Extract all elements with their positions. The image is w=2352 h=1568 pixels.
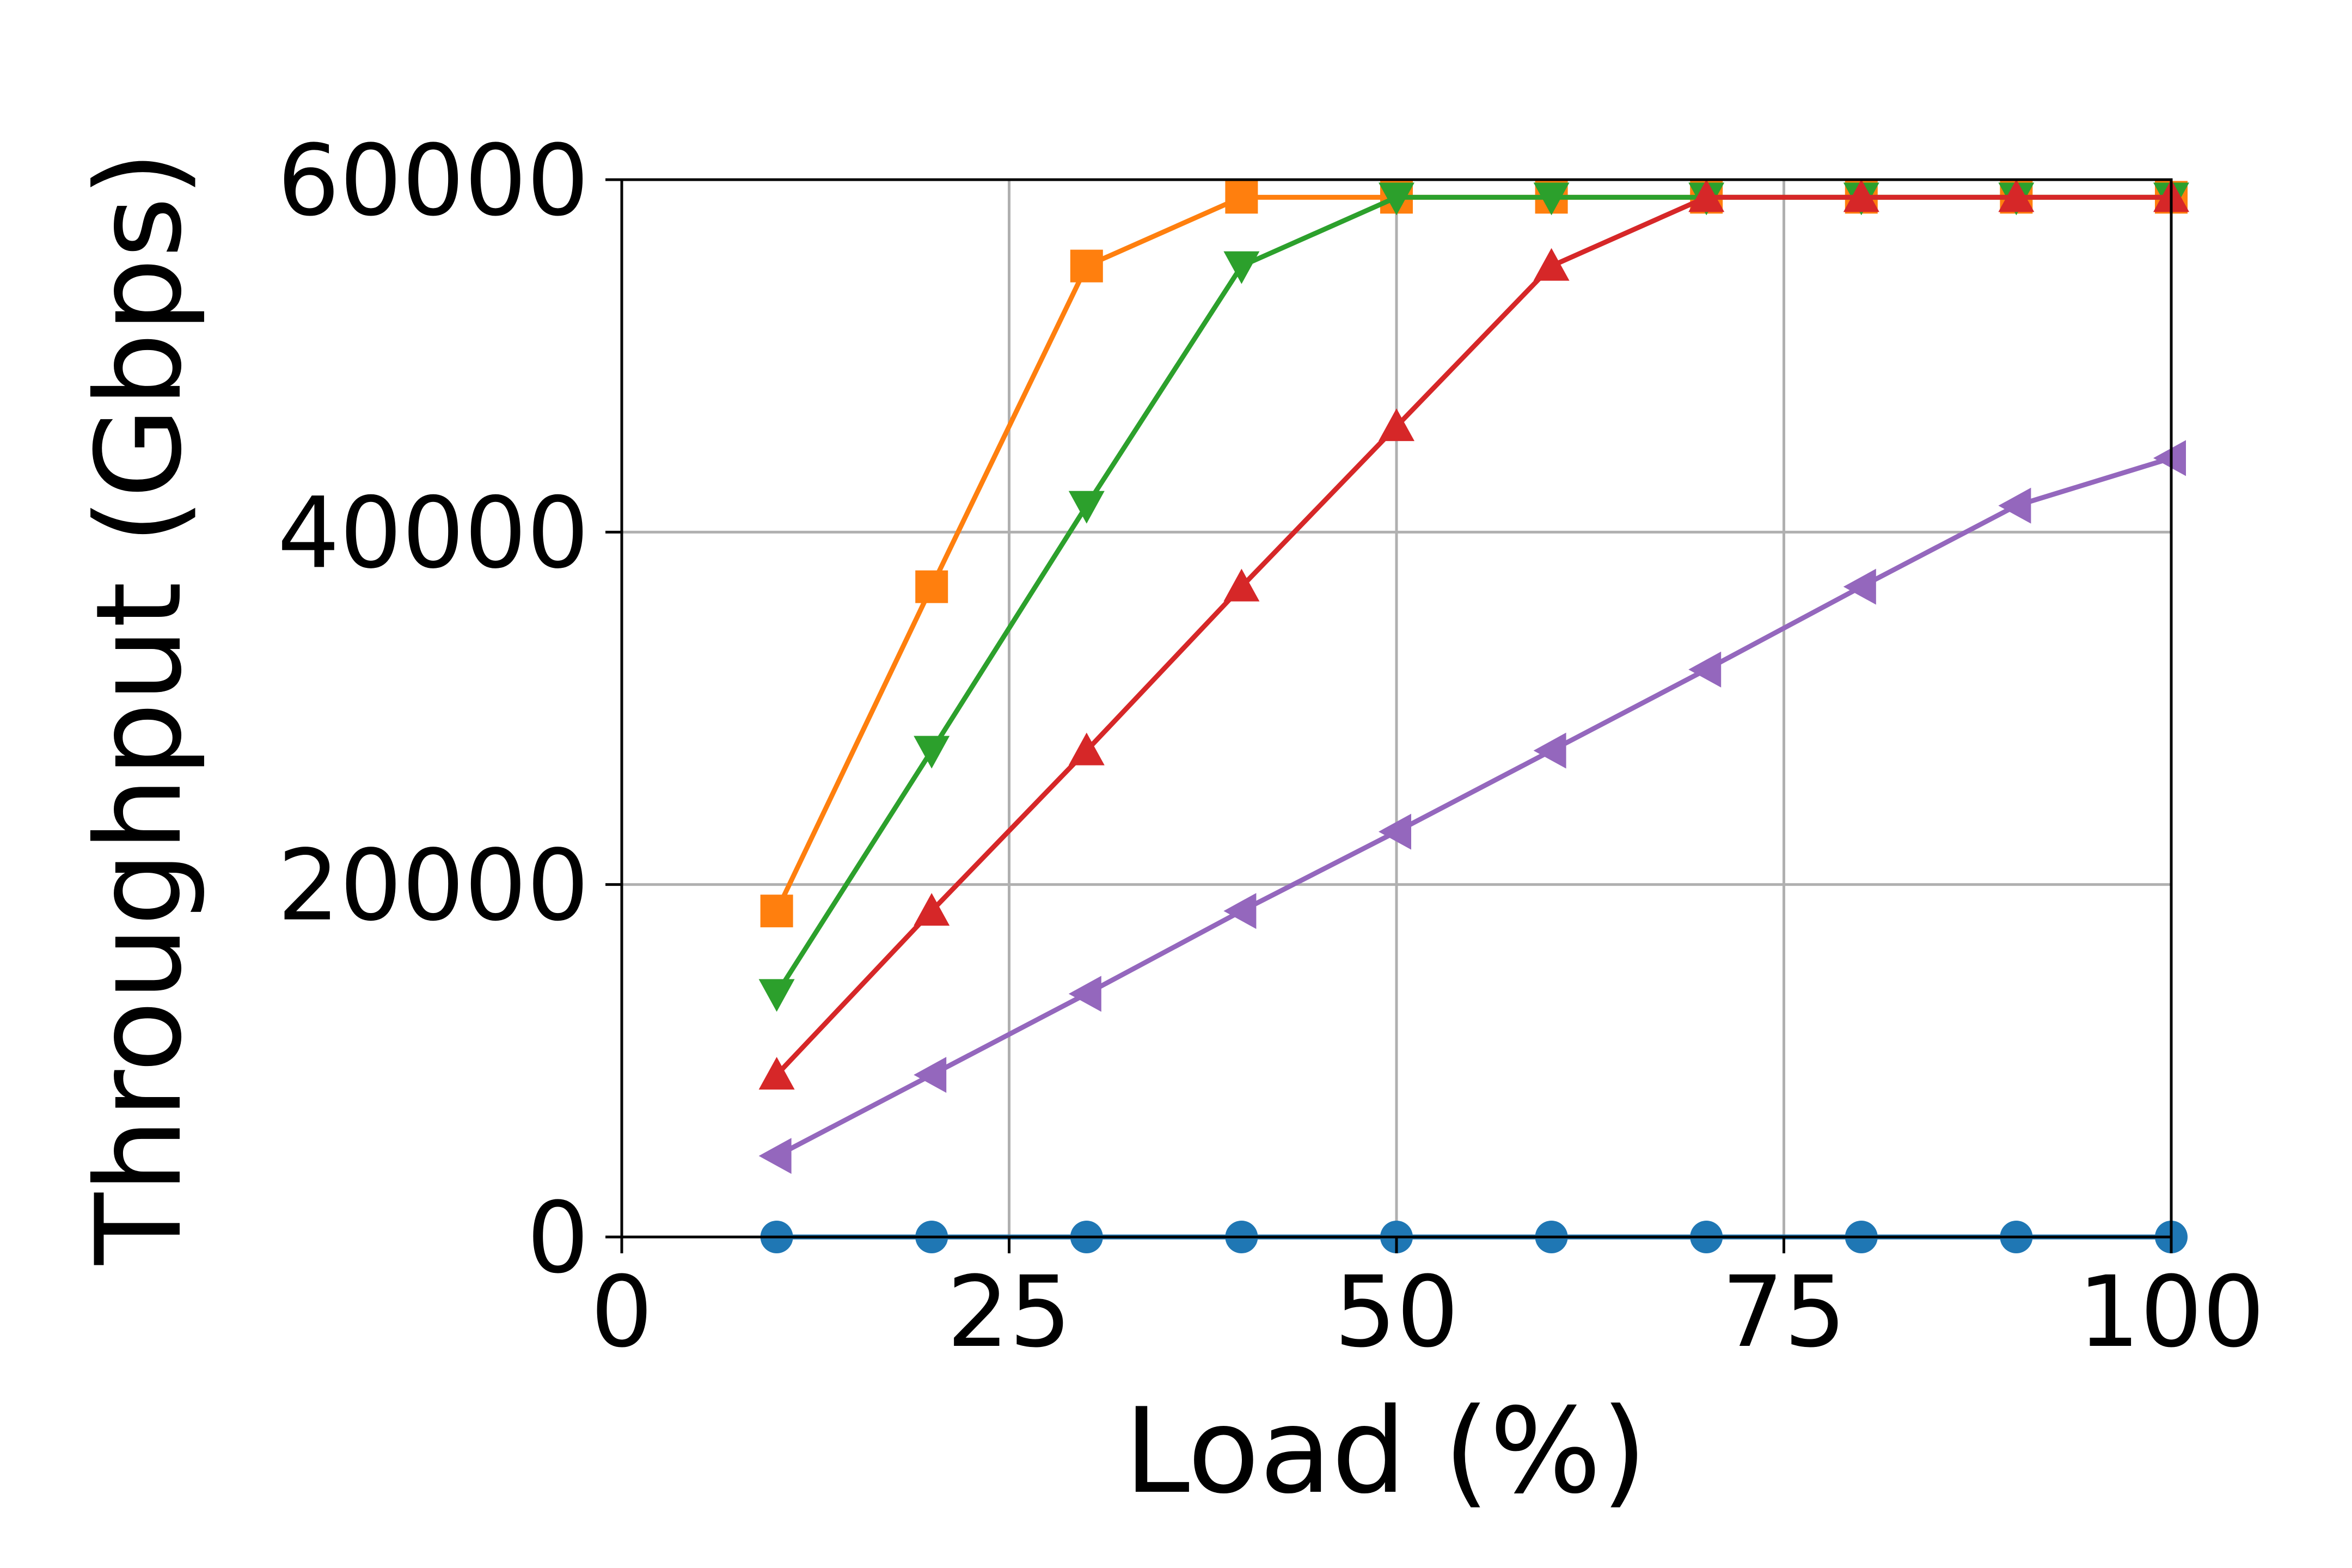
series-2-line [774,194,2171,995]
x-tick-label-3: 75 [1722,1255,1846,1369]
series-2-point-5 [1533,182,1570,216]
series-3-point-5 [1533,248,1570,281]
series-3-point-2 [1068,732,1105,765]
series-1 [760,181,2188,928]
series-4-line [775,456,2172,1159]
series-3-point-6 [1688,179,1725,212]
series-4-point-4 [1379,813,1411,850]
series-2-point-0 [758,979,795,1012]
series-3-point-7 [1843,179,1879,212]
series-layer [758,179,2189,1253]
series-3-point-8 [1998,179,2035,212]
x-tick-label-2: 50 [1334,1255,1459,1369]
series-4-point-2 [1068,976,1101,1012]
x-tick-label-0: 0 [591,1255,653,1369]
y-tick-label-3: 60000 [277,124,589,238]
series-3 [758,179,2189,1090]
series-1-point-3 [1225,181,1258,214]
y-tick-label-2: 40000 [277,476,589,590]
x-tick-label-4: 100 [2078,1255,2265,1369]
series-3-point-4 [1379,408,1414,442]
series-4-point-1 [914,1057,947,1093]
x-axis-title: Load (%) [1124,1383,1647,1520]
series-3-line [775,194,2171,1077]
series-4-point-3 [1223,893,1257,929]
series-3-point-0 [758,1057,795,1090]
series-3-point-3 [1223,568,1260,602]
series-4-point-7 [1843,568,1876,605]
y-axis-title: Throughput (Gbps) [71,151,207,1265]
series-1-point-0 [760,895,793,928]
x-tick-label-1: 25 [947,1255,1071,1369]
series-1-point-2 [1070,249,1103,283]
series-3-point-1 [914,893,950,926]
series-4 [758,440,2186,1174]
series-4-point-6 [1688,651,1722,688]
series-4-point-5 [1533,732,1566,769]
series-2-point-3 [1223,251,1260,284]
series-4-point-8 [1998,487,2031,524]
series-1-point-1 [915,570,948,603]
series-4-point-0 [758,1138,792,1174]
grid-layer [620,178,2173,1239]
axes-layer: 0 25 50 75 100 0 20000 40000 60000 [277,124,2264,1369]
series-4-point-9 [2153,440,2186,476]
series-2-point-4 [1379,182,1414,216]
series-2-point-2 [1068,491,1105,524]
y-tick-label-1: 20000 [277,829,589,943]
series-2-point-1 [914,736,950,769]
series-1-line [774,194,2171,912]
series-2 [758,182,2189,1012]
y-tick-label-0: 0 [526,1181,589,1295]
